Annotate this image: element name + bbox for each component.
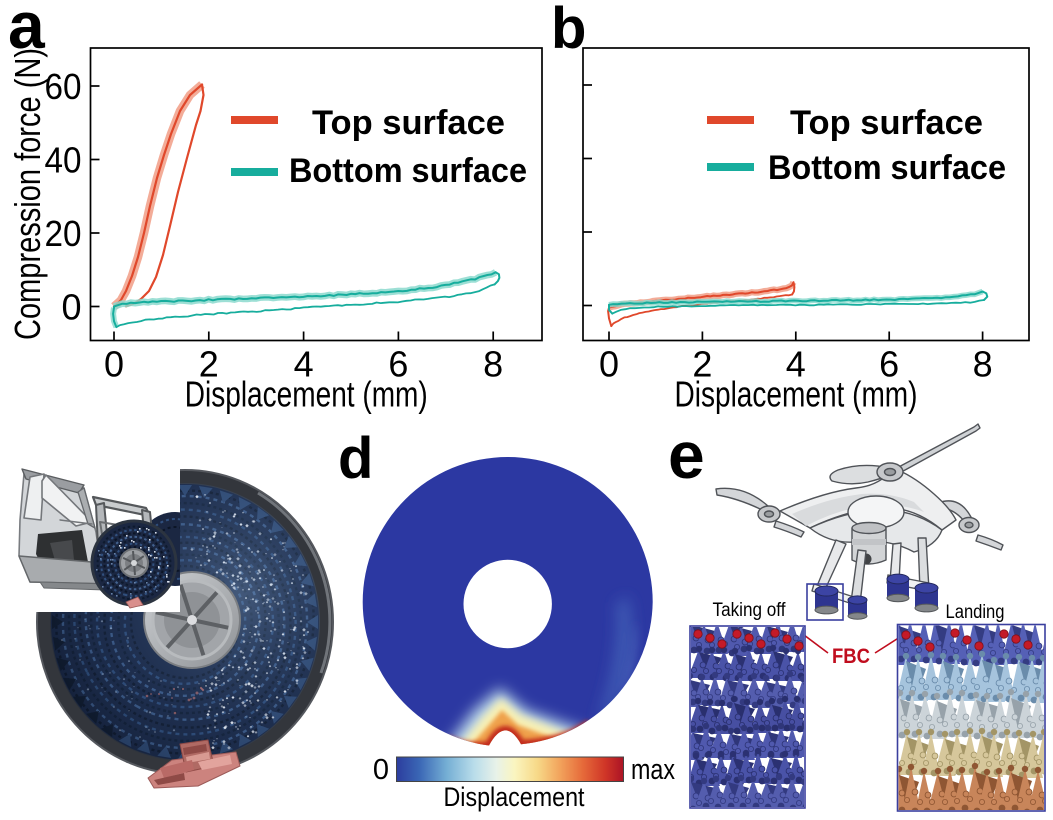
svg-text:6: 6 <box>879 344 899 385</box>
svg-text:max: max <box>631 754 675 786</box>
svg-text:0: 0 <box>104 344 124 385</box>
svg-text:Taking off: Taking off <box>713 600 787 621</box>
svg-text:Bottom surface: Bottom surface <box>768 149 1006 187</box>
svg-text:Top surface: Top surface <box>790 104 983 142</box>
svg-text:Bottom surface: Bottom surface <box>289 152 527 190</box>
svg-text:Top surface: Top surface <box>312 104 505 142</box>
svg-text:b: b <box>551 0 586 61</box>
svg-text:Displacement: Displacement <box>444 782 585 812</box>
svg-text:0: 0 <box>373 754 389 786</box>
svg-text:0: 0 <box>61 287 81 328</box>
svg-text:Landing: Landing <box>946 602 1005 623</box>
svg-text:40: 40 <box>45 140 82 181</box>
svg-text:a: a <box>8 0 46 62</box>
svg-text:e: e <box>668 418 705 492</box>
svg-text:0: 0 <box>599 344 619 385</box>
svg-text:4: 4 <box>786 344 806 385</box>
svg-text:4: 4 <box>294 344 314 385</box>
svg-text:8: 8 <box>483 344 503 385</box>
svg-text:2: 2 <box>692 344 712 385</box>
svg-text:2: 2 <box>199 344 219 385</box>
svg-text:20: 20 <box>45 213 82 254</box>
svg-text:60: 60 <box>45 66 82 107</box>
svg-text:6: 6 <box>388 344 408 385</box>
svg-text:d: d <box>338 426 373 491</box>
svg-text:Compression force (N): Compression force (N) <box>7 48 48 340</box>
svg-text:FBC: FBC <box>832 645 870 668</box>
svg-text:8: 8 <box>973 344 993 385</box>
svg-text:Displacement (mm): Displacement (mm) <box>675 374 918 415</box>
svg-text:Displacement (mm): Displacement (mm) <box>185 374 428 415</box>
